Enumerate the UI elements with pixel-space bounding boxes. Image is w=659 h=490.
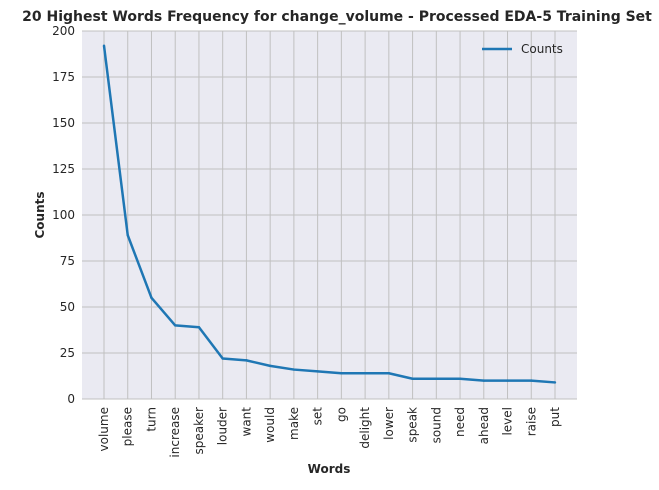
data-point xyxy=(387,372,391,375)
data-point xyxy=(268,364,272,368)
x-tick-label: volume xyxy=(97,407,111,451)
data-point xyxy=(553,381,557,384)
x-tick-label: need xyxy=(453,407,467,437)
data-point xyxy=(316,370,319,373)
data-point xyxy=(506,379,509,382)
y-tick-label: 150 xyxy=(52,116,75,130)
data-point xyxy=(411,377,414,380)
y-tick-label: 175 xyxy=(52,70,75,84)
x-axis-label: Words xyxy=(308,462,351,476)
y-tick-label: 0 xyxy=(67,392,75,406)
legend: Counts xyxy=(482,42,563,56)
y-axis-ticks: 0 25 50 75 100 125 150 175 200 xyxy=(52,24,75,406)
data-point xyxy=(102,44,106,47)
x-tick-label: louder xyxy=(216,407,230,445)
data-point xyxy=(435,377,438,380)
x-tick-label: set xyxy=(311,407,325,426)
legend-label: Counts xyxy=(521,42,563,56)
x-tick-label: please xyxy=(121,407,135,446)
x-tick-label: raise xyxy=(524,407,538,436)
data-point xyxy=(221,357,224,360)
data-point xyxy=(482,379,485,382)
y-tick-label: 125 xyxy=(52,162,75,176)
y-tick-label: 200 xyxy=(52,24,75,38)
y-tick-label: 100 xyxy=(52,208,75,222)
chart-title: 20 Highest Words Frequency for change_vo… xyxy=(22,9,652,25)
series-layer xyxy=(102,44,557,384)
x-tick-label: speaker xyxy=(192,407,206,455)
x-tick-label: put xyxy=(548,407,562,427)
data-point xyxy=(197,326,201,329)
data-point xyxy=(126,234,129,237)
data-point xyxy=(458,377,462,380)
x-tick-label: turn xyxy=(144,407,158,432)
x-axis-ticks: volume please turn increase speaker louder wan… xyxy=(97,407,562,458)
data-point xyxy=(245,359,248,362)
y-tick-label: 50 xyxy=(60,300,75,314)
x-tick-label: make xyxy=(287,407,301,440)
grid-lines xyxy=(82,30,577,400)
x-tick-label: sound xyxy=(429,407,443,443)
data-point xyxy=(530,379,533,382)
x-tick-label: ahead xyxy=(477,407,491,444)
x-tick-label: speak xyxy=(406,407,420,443)
x-tick-label: lower xyxy=(382,407,396,440)
y-tick-label: 25 xyxy=(60,346,75,360)
x-tick-label: delight xyxy=(358,407,372,449)
data-point xyxy=(174,324,177,327)
x-tick-label: level xyxy=(501,407,515,436)
y-tick-label: 75 xyxy=(60,254,75,268)
y-axis-label: Counts xyxy=(33,191,47,238)
x-tick-label: want xyxy=(239,407,253,437)
data-point xyxy=(340,372,343,375)
x-tick-label: would xyxy=(263,407,277,443)
data-point xyxy=(150,296,153,299)
data-point xyxy=(363,372,367,375)
data-point xyxy=(292,368,296,371)
x-tick-label: increase xyxy=(168,407,182,458)
x-tick-label: go xyxy=(334,407,348,422)
series-line-counts xyxy=(102,45,556,384)
